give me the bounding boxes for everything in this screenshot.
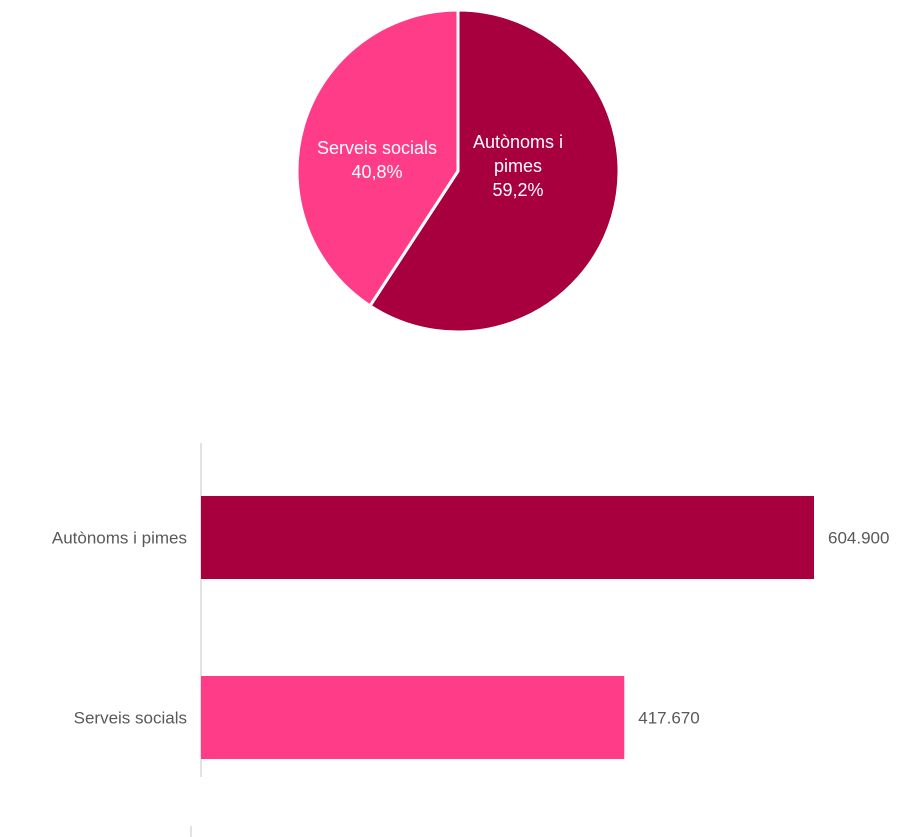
category-label: Serveis socials [74,709,187,728]
bar [201,676,624,759]
value-label: 417.670 [638,709,699,728]
category-label: Autònoms i pimes [52,529,187,548]
value-label: 604.900 [828,529,889,548]
bar [201,496,814,579]
